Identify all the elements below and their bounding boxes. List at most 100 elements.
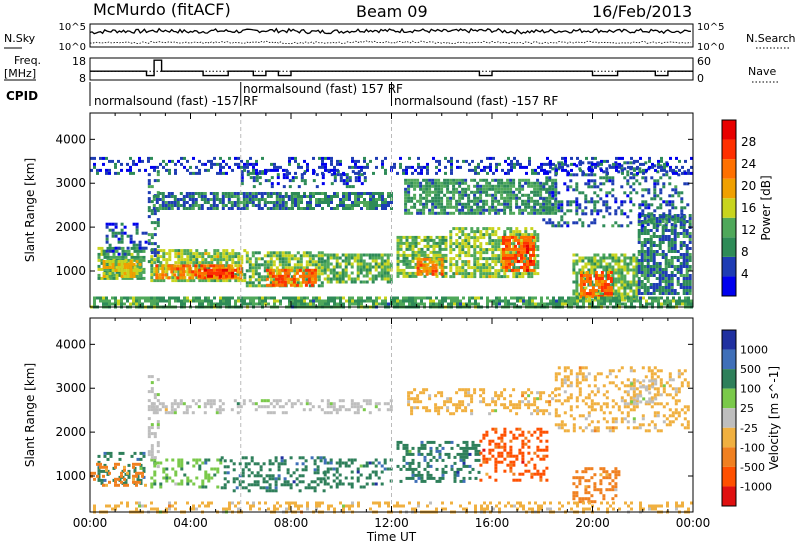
power-panel-cell — [507, 162, 510, 166]
power-panel-cell — [422, 202, 426, 206]
power-panel-cell — [306, 207, 309, 210]
power-panel-cell — [575, 259, 579, 263]
power-panel-cell — [623, 286, 627, 290]
power-panel-cell — [419, 257, 423, 261]
power-panel-cell — [147, 260, 151, 264]
power-panel-cell — [464, 187, 468, 191]
power-panel-cell — [425, 263, 429, 267]
power-panel-cell — [509, 178, 513, 182]
power-panel-cell — [661, 226, 665, 229]
power-panel-cell — [330, 201, 333, 204]
power-panel-cell — [147, 242, 151, 246]
power-panel-cell — [176, 207, 180, 210]
power-panel-cell — [575, 289, 579, 293]
power-panel-cell — [667, 262, 671, 265]
power-panel-cell — [657, 159, 660, 163]
power-panel-cell — [476, 202, 480, 206]
power-panel-cell — [425, 184, 429, 188]
power-panel-cell — [251, 198, 255, 201]
power-panel-cell — [510, 159, 513, 163]
power-panel-cell — [213, 268, 216, 272]
power-panel-cell — [257, 198, 261, 201]
power-panel-cell — [533, 266, 537, 270]
power-panel-cell — [287, 260, 291, 264]
power-panel-cell — [311, 260, 315, 264]
power-panel-cell — [673, 268, 677, 271]
power-panel-cell — [437, 184, 441, 188]
power-panel-cell — [686, 182, 690, 186]
power-panel-cell — [505, 238, 508, 242]
power-panel-cell — [688, 238, 692, 241]
power-panel-cell — [97, 267, 101, 271]
power-panel-cell — [366, 192, 369, 195]
power-panel-cell — [667, 280, 671, 283]
power-panel-cell — [291, 179, 295, 183]
power-panel-cell — [234, 302, 237, 306]
power-panel-cell — [684, 159, 687, 163]
power-panel-cell — [587, 200, 591, 204]
power-panel-cell — [153, 165, 156, 169]
power-panel-cell — [515, 251, 519, 255]
power-panel-cell — [591, 162, 594, 166]
power-panel-cell — [371, 280, 375, 284]
power-panel-cell — [468, 296, 471, 300]
power-panel-cell — [174, 279, 178, 283]
power-panel-cell — [207, 268, 210, 272]
power-panel-cell — [548, 187, 552, 191]
power-panel-cell — [299, 260, 303, 264]
power-panel-cell — [102, 162, 105, 166]
power-panel-cell — [198, 168, 201, 172]
power-panel-cell — [623, 161, 627, 165]
power-panel-cell — [572, 259, 576, 263]
power-panel-cell — [531, 302, 534, 306]
power-panel-cell — [286, 268, 290, 272]
power-panel-cell — [532, 250, 535, 254]
power-panel-cell — [263, 266, 267, 270]
power-panel-cell — [620, 295, 624, 299]
power-panel-cell — [354, 302, 357, 306]
power-panel-cell — [338, 271, 342, 275]
power-panel-cell — [170, 270, 174, 274]
power-panel-cell — [348, 165, 351, 169]
power-panel-cell — [458, 230, 462, 234]
power-panel-cell — [515, 272, 519, 276]
power-panel-cell — [539, 196, 543, 200]
power-panel-cell — [528, 159, 531, 163]
power-panel-cell — [195, 296, 198, 300]
power-panel-cell — [668, 209, 672, 213]
power-panel-cell — [320, 272, 324, 276]
power-panel-cell — [234, 273, 238, 277]
power-panel-cell — [182, 267, 186, 271]
power-panel-cell — [335, 253, 339, 257]
power-panel-cell — [461, 227, 465, 231]
power-panel-cell — [368, 253, 372, 257]
power-panel-cell — [605, 176, 609, 180]
power-panel-cell — [198, 268, 201, 272]
power-panel-cell — [690, 302, 693, 306]
power-panel-cell — [435, 171, 438, 175]
power-panel-cell — [476, 184, 480, 188]
power-panel-cell — [356, 253, 360, 257]
power-panel-cell — [488, 227, 492, 231]
power-panel-cell — [210, 261, 214, 265]
power-panel-cell — [491, 260, 495, 264]
power-panel-cell — [127, 276, 131, 280]
noise-left-tick: 10^0 — [59, 42, 86, 53]
power-panel-cell — [97, 273, 101, 277]
power-panel-cell — [500, 266, 504, 270]
power-panel-cell — [115, 270, 119, 274]
power-panel-cell — [402, 256, 406, 260]
power-panel-cell — [432, 253, 436, 257]
power-panel-cell — [587, 179, 591, 183]
power-panel-cell — [444, 253, 448, 257]
power-panel-cell — [468, 302, 471, 306]
power-panel-cell — [572, 292, 576, 296]
power-panel-cell — [210, 302, 213, 306]
power-panel-cell — [182, 276, 186, 280]
power-panel-cell — [375, 207, 378, 210]
power-panel-cell — [339, 201, 342, 204]
power-panel-cell — [572, 289, 576, 293]
power-panel-cell — [139, 249, 143, 253]
power-panel-cell — [506, 193, 510, 197]
power-panel-cell — [290, 254, 294, 258]
